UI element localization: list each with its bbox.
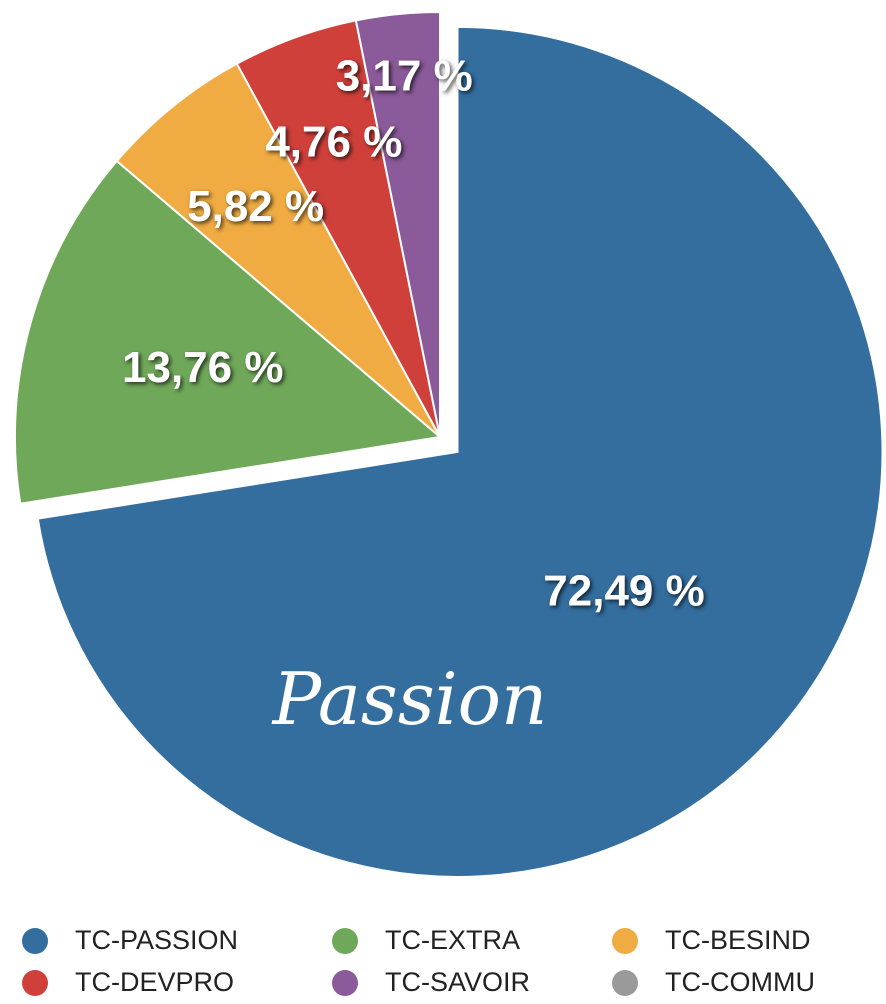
pie-slice [115, 62, 441, 438]
value-label: 3,17 % [336, 51, 473, 100]
legend-label: TC-PASSION [75, 925, 238, 955]
value-label: 5,82 % [187, 182, 324, 231]
pie-slice [14, 159, 443, 505]
legend-marker [332, 970, 358, 996]
legend-label: TC-BESIND [665, 925, 811, 955]
annotation: Passion [271, 657, 548, 741]
legend-marker [332, 928, 358, 954]
legend-marker [22, 970, 48, 996]
value-label: 4,76 % [265, 118, 402, 167]
pie-slice [36, 25, 884, 878]
pie-slice [354, 10, 441, 438]
legend-label: TC-DEVPRO [75, 967, 234, 997]
legend-label: TC-EXTRA [385, 925, 520, 955]
legend-marker [22, 928, 48, 954]
legend-label: TC-COMMU [665, 967, 815, 997]
legend-marker [612, 970, 638, 996]
value-label: 13,76 % [122, 343, 283, 392]
legend-marker [612, 928, 638, 954]
legend-label: TC-SAVOIR [385, 967, 530, 997]
value-label: 72,49 % [543, 567, 704, 616]
